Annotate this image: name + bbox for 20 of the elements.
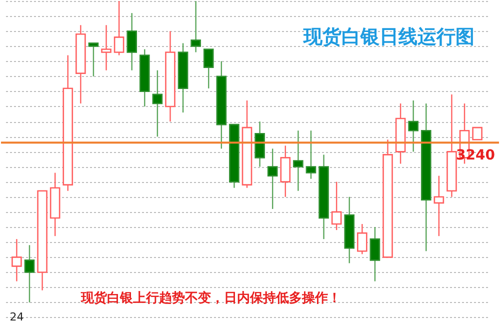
- candlestick: [357, 223, 368, 255]
- candlestick: [152, 70, 163, 138]
- candlestick: [434, 175, 444, 237]
- x-tick-label: 24: [10, 310, 24, 324]
- candlestick: [370, 226, 380, 282]
- candlestick: [101, 24, 112, 71]
- candlestick: [88, 42, 99, 77]
- candlestick: [306, 130, 316, 180]
- candlestick: [24, 244, 35, 303]
- candlestick: [408, 100, 418, 152]
- annotation: 现货白银上行趋势不变，日内保持低多操作！: [80, 290, 341, 306]
- candlestick: [12, 238, 22, 282]
- candlestick: [267, 148, 278, 210]
- candlestick: [293, 130, 304, 192]
- candlestick: [126, 12, 137, 71]
- candlestick: [331, 181, 342, 231]
- candlestick: [190, 0, 201, 53]
- candlestick: [203, 48, 214, 89]
- text: 现货白银日线运行图: [302, 26, 474, 48]
- candlestick: [472, 126, 482, 140]
